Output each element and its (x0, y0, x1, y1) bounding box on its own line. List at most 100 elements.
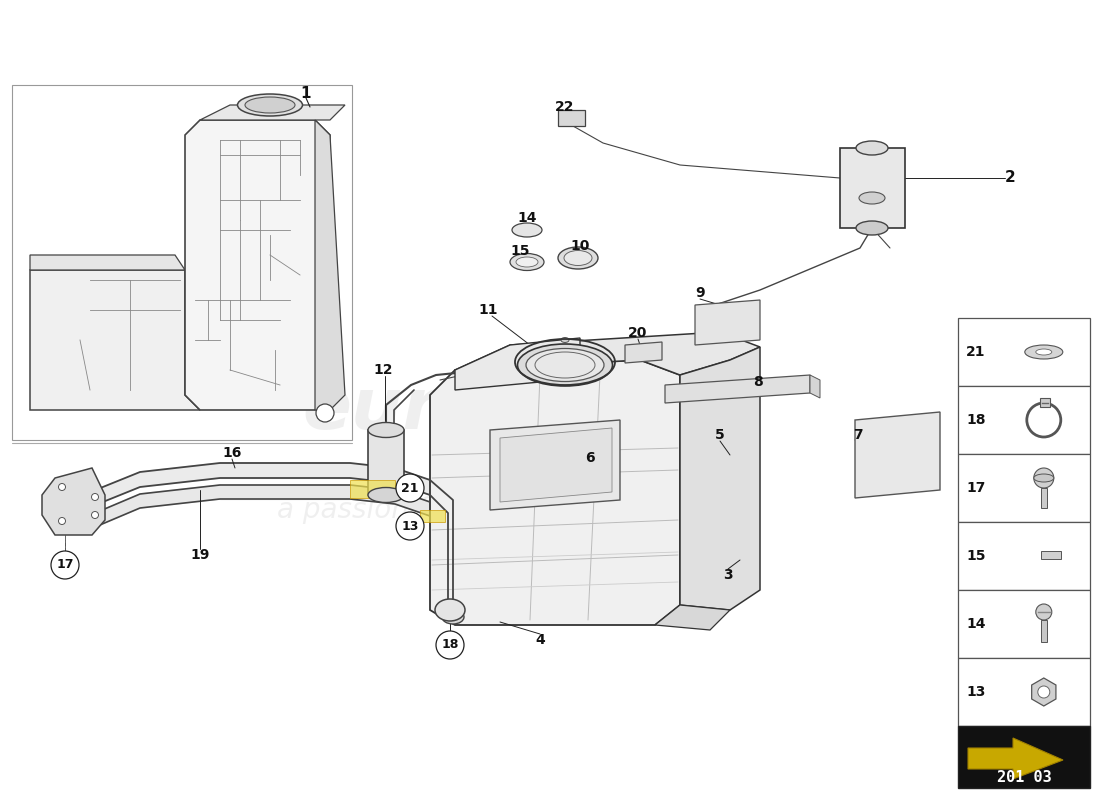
Polygon shape (680, 347, 760, 610)
Ellipse shape (510, 254, 544, 270)
Ellipse shape (238, 94, 302, 116)
Polygon shape (500, 428, 612, 502)
Polygon shape (490, 420, 620, 510)
Bar (1040, 398, 1049, 407)
Bar (958, 522, 1090, 590)
Polygon shape (140, 463, 220, 487)
Polygon shape (350, 463, 395, 483)
Polygon shape (430, 480, 453, 513)
Text: 1: 1 (300, 86, 311, 101)
Text: 18: 18 (966, 413, 986, 427)
Polygon shape (1032, 678, 1056, 706)
Ellipse shape (516, 257, 538, 267)
Bar (1041, 488, 1047, 508)
Circle shape (91, 494, 99, 501)
Polygon shape (448, 500, 453, 610)
Ellipse shape (856, 141, 888, 155)
Text: 2: 2 (1004, 170, 1015, 186)
Bar (958, 658, 1090, 726)
Polygon shape (315, 120, 345, 410)
Text: 10: 10 (570, 239, 590, 253)
Bar (958, 590, 1090, 658)
Text: 16: 16 (222, 446, 242, 460)
Text: 201 03: 201 03 (997, 770, 1052, 786)
Circle shape (58, 483, 66, 490)
Text: 4: 4 (535, 633, 544, 647)
Bar (958, 318, 1090, 386)
Circle shape (1034, 468, 1054, 488)
Bar (958, 454, 1090, 522)
Text: 5: 5 (715, 428, 725, 442)
Polygon shape (840, 148, 905, 228)
Circle shape (1036, 604, 1052, 620)
Polygon shape (395, 468, 430, 495)
Ellipse shape (859, 192, 886, 204)
Bar (1041, 551, 1060, 559)
Text: 20: 20 (628, 326, 648, 340)
Text: 15: 15 (510, 244, 530, 258)
Bar (350, 480, 395, 498)
Ellipse shape (368, 422, 404, 438)
Polygon shape (968, 738, 1063, 779)
Circle shape (396, 474, 424, 502)
Polygon shape (140, 485, 220, 508)
Text: 6: 6 (585, 451, 595, 465)
Text: 22: 22 (556, 100, 574, 114)
Ellipse shape (1025, 345, 1063, 359)
Polygon shape (395, 490, 430, 516)
Text: 17: 17 (56, 558, 74, 571)
Text: 14: 14 (517, 211, 537, 225)
Ellipse shape (561, 338, 569, 342)
Polygon shape (625, 342, 662, 363)
Bar (12, 85, 352, 440)
Text: 9: 9 (695, 286, 705, 300)
Polygon shape (350, 485, 395, 504)
Bar (958, 386, 1090, 454)
Polygon shape (558, 110, 585, 126)
Ellipse shape (526, 349, 604, 382)
Polygon shape (220, 463, 350, 478)
Polygon shape (88, 494, 140, 530)
Ellipse shape (368, 487, 404, 502)
Polygon shape (430, 360, 680, 625)
Text: 8: 8 (754, 375, 763, 389)
Text: 7: 7 (854, 428, 862, 442)
Polygon shape (200, 105, 345, 120)
Ellipse shape (517, 344, 613, 386)
Bar (1041, 620, 1047, 642)
Text: a passion for cars since 1985: a passion for cars since 1985 (277, 496, 683, 524)
Polygon shape (855, 412, 940, 498)
Ellipse shape (856, 221, 888, 235)
Circle shape (436, 631, 464, 659)
Text: 18: 18 (441, 638, 459, 651)
Circle shape (58, 518, 66, 525)
Polygon shape (654, 605, 730, 630)
Polygon shape (220, 485, 350, 499)
Text: 12: 12 (373, 363, 393, 377)
Bar (958, 726, 1090, 788)
Polygon shape (368, 430, 404, 495)
Polygon shape (30, 270, 200, 410)
Ellipse shape (1034, 474, 1054, 482)
Ellipse shape (245, 97, 295, 113)
Polygon shape (666, 375, 810, 403)
Text: 15: 15 (966, 549, 986, 563)
Polygon shape (810, 375, 820, 398)
Text: 11: 11 (478, 303, 497, 317)
Ellipse shape (512, 223, 542, 237)
Text: eurocars: eurocars (302, 375, 658, 445)
Polygon shape (455, 338, 580, 390)
Bar (420, 510, 446, 522)
Circle shape (51, 551, 79, 579)
Text: 21: 21 (966, 345, 986, 359)
Text: 13: 13 (402, 519, 419, 533)
Circle shape (396, 512, 424, 540)
Text: 3: 3 (723, 568, 733, 582)
Circle shape (1037, 686, 1049, 698)
Polygon shape (695, 300, 760, 345)
Circle shape (91, 511, 99, 518)
Ellipse shape (434, 599, 465, 621)
Ellipse shape (1036, 349, 1052, 355)
Text: 21: 21 (402, 482, 419, 494)
Circle shape (316, 404, 334, 422)
